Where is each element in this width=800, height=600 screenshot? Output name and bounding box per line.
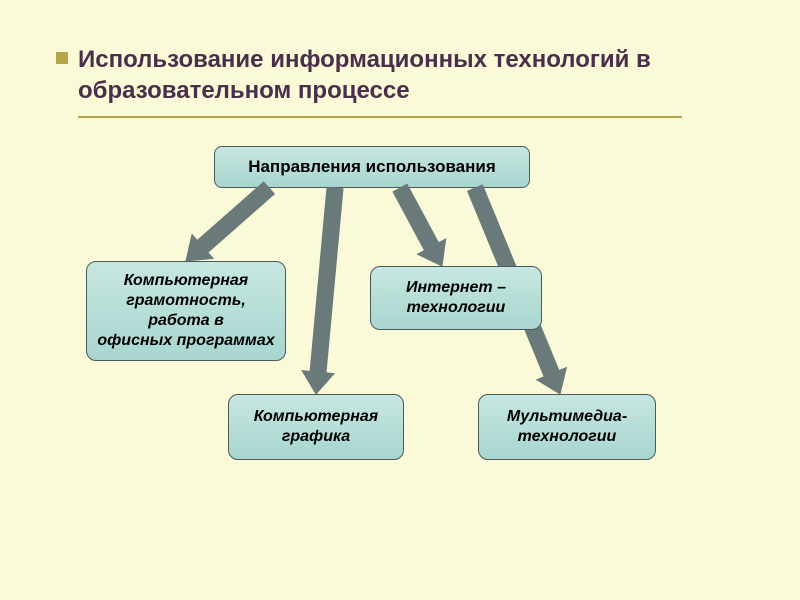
child-node-label: Компьютерная графика <box>237 407 395 447</box>
arrow <box>186 182 274 261</box>
title-underline <box>78 116 682 118</box>
child-node-label: Мультимедиа- технологии <box>507 407 627 447</box>
child-node: Компьютерная графика <box>228 394 404 460</box>
child-node: Компьютерная грамотность, работа в офисн… <box>86 261 286 361</box>
child-node-label: Компьютерная грамотность, работа в офисн… <box>95 271 277 351</box>
arrow <box>302 187 343 394</box>
arrow <box>393 184 446 266</box>
slide-title: Использование информационных технологий … <box>78 44 718 106</box>
root-node: Направления использования <box>214 146 530 188</box>
child-node-label: Интернет – технологии <box>406 278 506 318</box>
title-bullet <box>56 52 68 64</box>
slide: Использование информационных технологий … <box>0 0 800 600</box>
child-node: Интернет – технологии <box>370 266 542 330</box>
root-node-label: Направления использования <box>248 156 496 177</box>
child-node: Мультимедиа- технологии <box>478 394 656 460</box>
